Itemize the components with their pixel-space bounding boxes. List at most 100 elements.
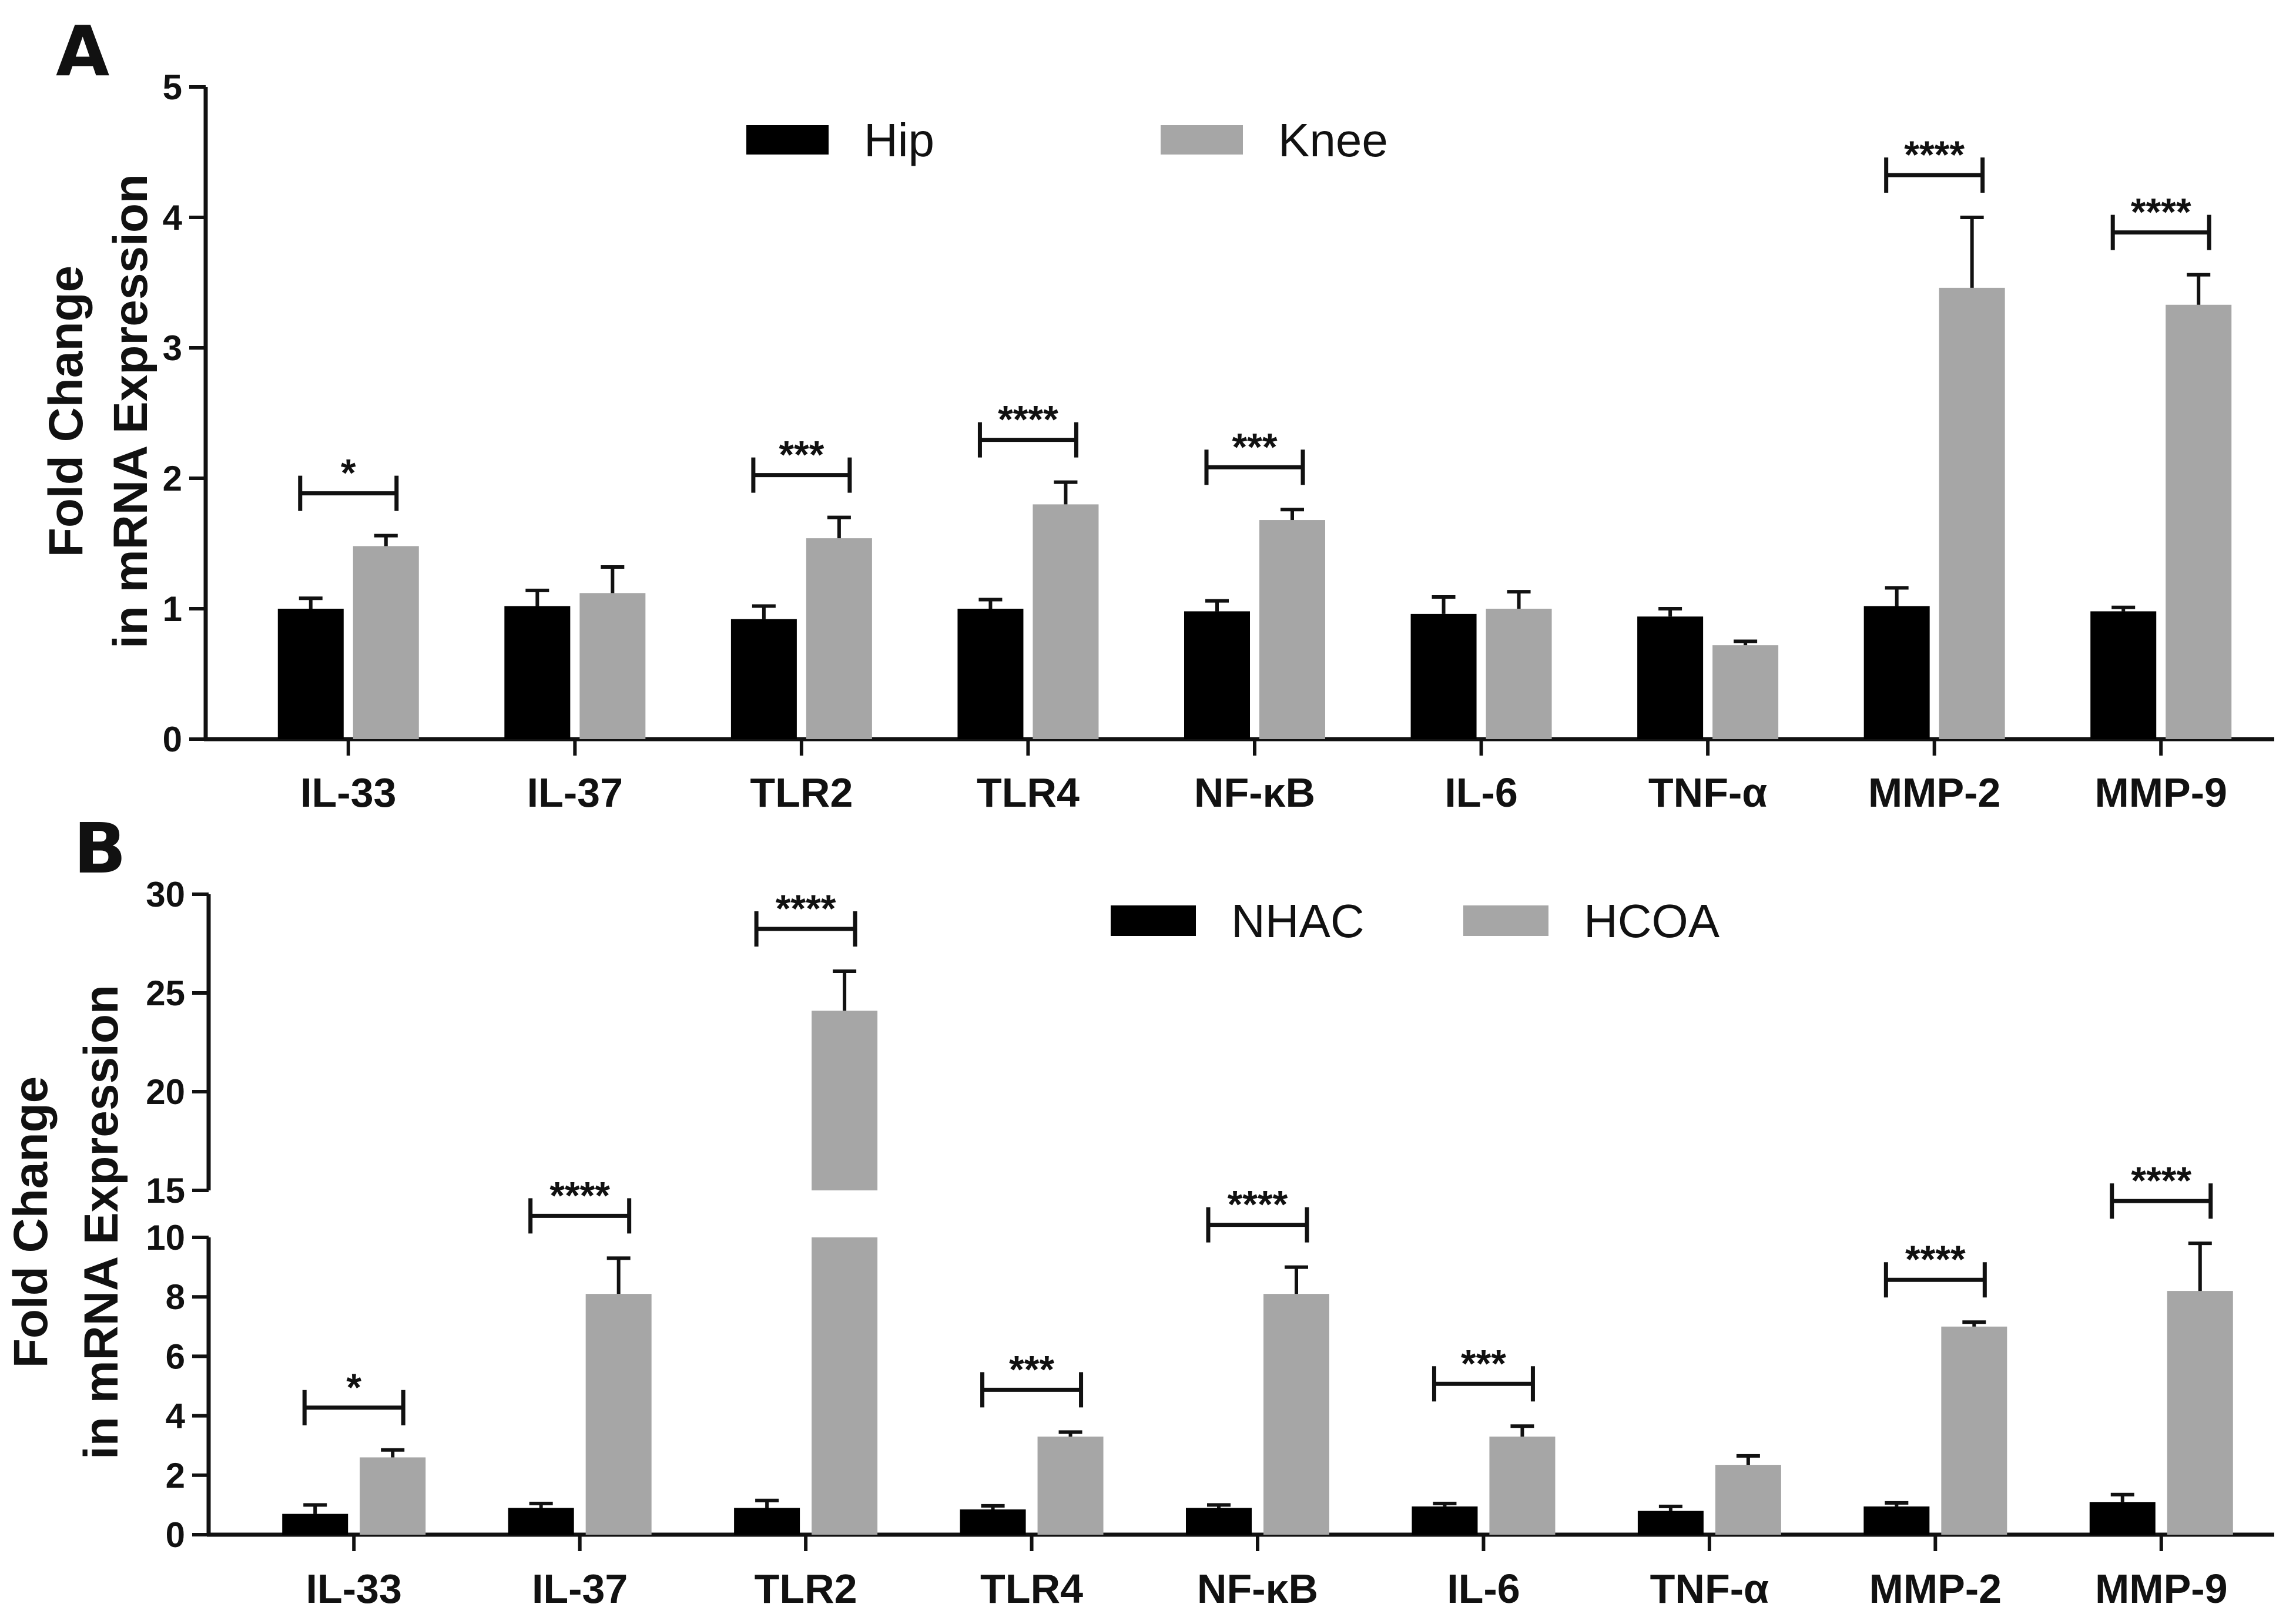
bar — [2166, 304, 2232, 739]
significance-label: **** — [1905, 1237, 1966, 1281]
bar — [1033, 504, 1099, 739]
bar — [1259, 520, 1325, 739]
x-category-label: IL-6 — [1444, 770, 1517, 816]
bar — [1037, 1437, 1104, 1535]
x-category-label: TNF-α — [1650, 1566, 1769, 1612]
bar — [277, 609, 344, 739]
significance-label: **** — [998, 398, 1058, 441]
bar — [812, 1237, 878, 1535]
y-tick-label: 15 — [146, 1171, 185, 1210]
bar — [1637, 616, 1704, 739]
panel-b-significance: *************************** — [302, 887, 2213, 1425]
legend-swatch — [746, 125, 829, 155]
y-tick-label: 0 — [163, 720, 182, 759]
x-category-label: MMP-9 — [2094, 770, 2227, 816]
x-category-label: TLR4 — [980, 1566, 1083, 1612]
panel-b-ylabel-line1: Fold Change — [4, 1076, 58, 1368]
bar — [2089, 1502, 2156, 1535]
legend-label: NHAC — [1231, 895, 1365, 947]
bar — [960, 1509, 1026, 1535]
bar — [353, 546, 419, 739]
x-category-label: TLR2 — [755, 1566, 857, 1612]
x-category-label: IL-33 — [300, 770, 396, 816]
bar — [360, 1457, 426, 1535]
legend-swatch — [1161, 125, 1243, 155]
legend-label: Hip — [864, 114, 934, 166]
bar — [1412, 1506, 1478, 1535]
panel-b-ylabel-line2: in mRNA Expression — [75, 985, 128, 1459]
x-category-label: NF-κB — [1194, 770, 1315, 816]
panel-a: A Fold Change in mRNA Expression 0 1 2 3 4 5 I… — [39, 11, 2274, 816]
panel-a-axes: 0 1 2 3 4 5 IL-33 IL-37 TLR2 TLR4 NF-κB IL-6 TNF-α MM… — [163, 68, 2274, 816]
bar — [579, 593, 646, 739]
significance-label: **** — [1904, 133, 1965, 176]
significance-label: * — [341, 451, 356, 495]
panel-b-legend: NHAC HCOA — [1111, 895, 1720, 947]
panel-a-ylabel-line2: in mRNA Expression — [104, 174, 157, 649]
x-category-label: MMP-2 — [1868, 770, 2001, 816]
y-tick-label: 5 — [163, 68, 182, 107]
significance-label: **** — [549, 1173, 610, 1217]
x-category-label: IL-37 — [527, 770, 623, 816]
panel-a-bars — [277, 216, 2232, 739]
bar — [1186, 1508, 1252, 1535]
bar — [1939, 287, 2005, 739]
bar — [504, 606, 571, 739]
x-category-label: IL-37 — [532, 1566, 628, 1612]
bar — [2090, 611, 2157, 739]
bar — [1863, 606, 1930, 739]
significance-label: **** — [776, 887, 836, 930]
panel-a-ylabel-line1: Fold Change — [39, 266, 93, 558]
bar — [1184, 611, 1250, 739]
bar — [1410, 613, 1477, 739]
y-tick-label: 4 — [166, 1397, 186, 1436]
panel-a-legend: Hip Knee — [746, 114, 1388, 166]
significance-label: *** — [1461, 1341, 1506, 1385]
y-tick-label: 20 — [146, 1072, 185, 1112]
legend-swatch — [1463, 905, 1548, 936]
x-category-label: MMP-9 — [2095, 1566, 2228, 1612]
x-category-label: NF-κB — [1197, 1566, 1318, 1612]
y-tick-label: 2 — [163, 459, 182, 498]
bar — [1715, 1465, 1781, 1535]
bar — [282, 1514, 348, 1535]
bar — [1863, 1506, 1930, 1535]
bar — [806, 538, 872, 739]
bar — [1263, 1294, 1329, 1535]
bar — [734, 1508, 800, 1535]
y-tick-label: 6 — [166, 1337, 185, 1376]
y-tick-label: 3 — [163, 328, 182, 368]
legend-label: Knee — [1278, 114, 1388, 166]
bar — [1941, 1326, 2007, 1535]
significance-label: **** — [2131, 1159, 2191, 1202]
significance-label: *** — [1232, 425, 1277, 468]
panel-a-significance: * ****************** — [298, 133, 2211, 511]
bar — [1486, 609, 1552, 739]
x-category-label: TNF-α — [1648, 770, 1767, 816]
significance-label: * — [346, 1365, 361, 1409]
bar — [2167, 1291, 2233, 1535]
bar — [508, 1508, 574, 1535]
x-category-label: IL-33 — [306, 1566, 402, 1612]
bar — [730, 619, 797, 739]
y-tick-label: 4 — [163, 198, 183, 237]
bar — [1489, 1437, 1556, 1535]
bar — [585, 1294, 652, 1535]
y-tick-label: 1 — [163, 589, 182, 629]
y-tick-label: 8 — [166, 1277, 185, 1317]
x-category-label: TLR4 — [977, 770, 1080, 816]
bar — [957, 609, 1024, 739]
x-category-label: MMP-2 — [1869, 1566, 2002, 1612]
bar — [1637, 1511, 1704, 1535]
bar — [1712, 645, 1779, 739]
y-tick-label: 10 — [146, 1218, 185, 1257]
legend-swatch — [1111, 905, 1196, 936]
x-category-label: TLR2 — [750, 770, 853, 816]
panel-b-bars — [282, 969, 2233, 1535]
panel-b-letter: B — [73, 808, 126, 889]
bar — [812, 1011, 878, 1190]
significance-label: *** — [1009, 1347, 1054, 1391]
x-category-label: IL-6 — [1447, 1566, 1520, 1612]
significance-label: **** — [2131, 190, 2191, 234]
